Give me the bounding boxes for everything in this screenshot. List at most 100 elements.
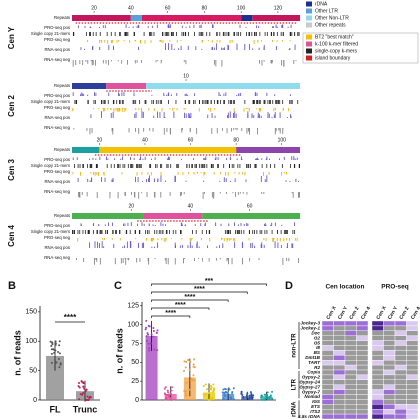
signal-bar [129, 40, 131, 43]
repeat-segment [236, 147, 300, 153]
signal-bar [154, 157, 156, 160]
signal-bar [239, 192, 241, 194]
signal-bar [171, 44, 173, 50]
row-label: Gypsy-2 [302, 375, 321, 380]
signal-bar [236, 128, 238, 131]
kmer-tick [239, 164, 241, 168]
point [245, 396, 248, 399]
signal-bar [91, 60, 93, 66]
kmer-tick [233, 164, 235, 168]
axis-tick-label: 20 [97, 137, 103, 143]
signal-bar [256, 158, 257, 160]
kmer-tick [139, 230, 141, 234]
heatmap-cell [321, 394, 334, 400]
signal-bar [167, 24, 169, 28]
signal-bar [77, 25, 79, 28]
signal-bar [146, 179, 148, 182]
signal-bar [217, 157, 219, 160]
signal-bar [118, 108, 120, 112]
point [268, 397, 271, 400]
heatmap-cell [344, 345, 357, 351]
kmer-tick [171, 32, 173, 36]
signal-bar [136, 60, 138, 63]
point [50, 361, 53, 364]
signal-bar [194, 93, 195, 96]
signal-bar [229, 238, 231, 241]
signal-bar [185, 93, 187, 96]
legend-swatch [306, 41, 312, 47]
signal-bar [296, 157, 298, 160]
point [191, 378, 194, 381]
signal-bar [256, 92, 258, 96]
signal-bar [226, 258, 228, 262]
signal-bar [182, 128, 183, 131]
kmer-tick [87, 100, 89, 104]
point [164, 398, 167, 401]
signal-bar [77, 238, 79, 242]
kmer-tick [104, 100, 105, 104]
kmer-tick [74, 100, 76, 104]
kmer-tick [214, 100, 215, 104]
signal-bar [203, 180, 205, 182]
signal-bar [240, 222, 242, 226]
signal-bar [91, 177, 93, 182]
signal-bar [84, 48, 85, 50]
legend-label: Other repeats [315, 22, 346, 28]
signal-bar [141, 172, 143, 175]
signal-bar [133, 92, 135, 96]
kmer-tick [130, 164, 132, 168]
signal-bar [125, 24, 127, 28]
kmer-tick [168, 32, 170, 36]
kmer-tick [228, 230, 230, 234]
track-label: RNA-seq pos [44, 115, 70, 120]
kmer-tick [249, 230, 250, 234]
kmer-tick [210, 164, 212, 168]
signal-bar [83, 258, 85, 262]
signal-bar [291, 243, 293, 248]
kmer-tick [249, 32, 251, 36]
signal-bar [211, 113, 213, 118]
kmer-tick [166, 32, 168, 36]
signal-bar [267, 112, 269, 118]
kmer-tick [276, 100, 277, 104]
axis-tick-label: 40 [188, 203, 194, 209]
heatmap-cell [356, 389, 369, 395]
axis-tick-label: 40 [142, 137, 148, 143]
track-label: Single copy 21-mers [31, 163, 70, 168]
signal-bar [166, 158, 168, 160]
kmer-tick [236, 230, 238, 234]
point [184, 390, 187, 393]
kmer-tick [254, 164, 256, 168]
kmer-tick [119, 164, 121, 168]
kmer-tick [272, 100, 274, 104]
signal-bar [232, 192, 234, 194]
signal-bar [227, 115, 228, 118]
signal-bar [184, 112, 185, 118]
heatmap-cell [356, 340, 369, 346]
signal-bar [284, 172, 286, 174]
signal-bar [165, 180, 167, 182]
signal-bar [87, 60, 89, 64]
heatmap-cell [371, 360, 384, 366]
signal-bar [283, 60, 285, 67]
kmer-tick [184, 32, 186, 36]
signal-bar [138, 243, 139, 248]
kmer-tick [217, 100, 219, 104]
signal-bar [160, 60, 162, 64]
signal-bar [234, 242, 236, 248]
signal-bar [183, 258, 185, 260]
heatmap-cell [321, 389, 334, 395]
kmer-tick [293, 164, 295, 168]
signal-bar [213, 172, 215, 175]
point [202, 393, 205, 396]
signal-bar [207, 114, 209, 118]
signal-bar [160, 60, 162, 62]
signal-bar [258, 25, 260, 28]
point [185, 394, 188, 397]
point [212, 383, 215, 386]
kmer-tick [256, 100, 258, 104]
point [53, 351, 56, 354]
kmer-tick [147, 230, 148, 234]
signal-bar [259, 60, 260, 64]
heatmap-cell [321, 355, 334, 361]
